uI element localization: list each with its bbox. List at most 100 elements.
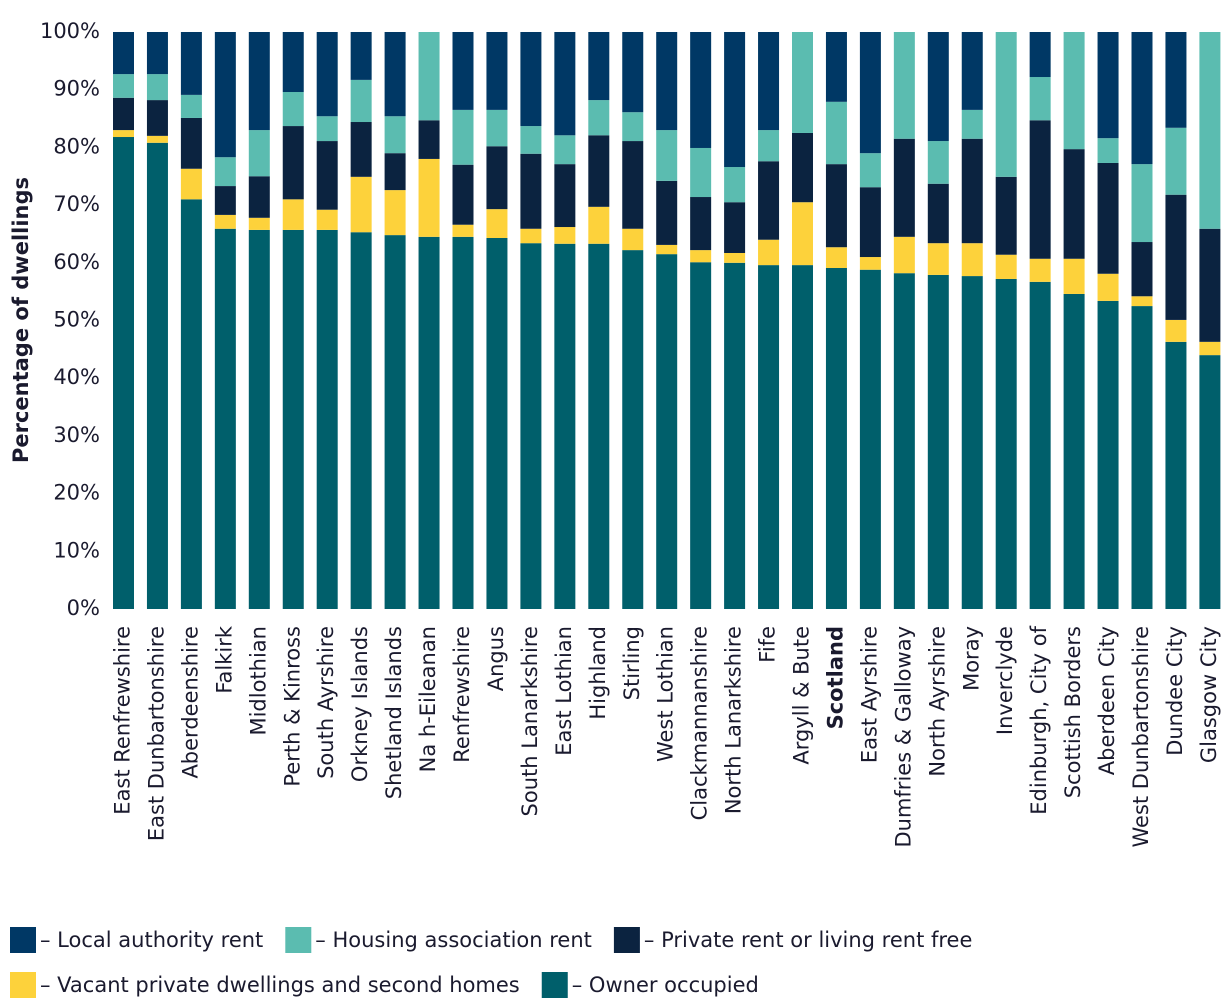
bar-segment xyxy=(588,206,610,244)
y-tick-label: 80% xyxy=(53,134,100,158)
x-tick-label: Edinburgh, City of xyxy=(1027,625,1051,814)
x-tick-label: Renfrewshire xyxy=(450,626,474,763)
bar-segment xyxy=(1165,32,1187,128)
x-tick-label: Stirling xyxy=(620,626,644,700)
bar-segment xyxy=(248,32,270,131)
y-tick-label: 10% xyxy=(53,538,100,562)
x-tick-label: Midlothian xyxy=(246,626,270,736)
bar-segment xyxy=(452,236,474,609)
bar-segment xyxy=(724,167,746,203)
bar-segment xyxy=(961,243,983,277)
x-tick-label: Perth & Kinross xyxy=(280,626,304,787)
bar-segment xyxy=(588,243,610,609)
bar-segment xyxy=(995,32,1017,177)
bar-segment xyxy=(113,32,134,75)
bar-segment xyxy=(248,130,270,177)
bar-segment xyxy=(282,92,304,127)
bar-segment xyxy=(113,130,134,138)
x-tick-label: Glasgow City xyxy=(1197,626,1221,763)
bar-segment xyxy=(520,126,542,154)
bar-segment xyxy=(825,101,847,165)
bar-segment xyxy=(248,176,270,218)
bar-segment xyxy=(1029,77,1051,121)
bar-segment xyxy=(1029,32,1051,78)
bar-segment xyxy=(622,141,644,229)
bar-segment xyxy=(1199,228,1221,342)
bar-segment xyxy=(588,32,610,101)
bar-segment xyxy=(214,214,236,229)
bar-segment xyxy=(1199,341,1221,356)
x-tick-label: Orkney Islands xyxy=(348,626,372,782)
bar-segment xyxy=(1165,319,1187,342)
bar-segment xyxy=(690,197,712,251)
bar-segment xyxy=(724,202,746,253)
bar-segment xyxy=(282,229,304,609)
bar-segment xyxy=(146,135,168,143)
x-tick-label: Highland xyxy=(586,626,610,720)
bar-segment xyxy=(656,244,678,255)
bar-segment xyxy=(758,161,780,240)
x-tick-label: Scottish Borders xyxy=(1061,626,1085,798)
bar-segment xyxy=(146,32,168,75)
bar-segment xyxy=(180,199,202,609)
bar-segment xyxy=(1097,162,1119,274)
bar-segment xyxy=(486,109,508,147)
bar-segment xyxy=(961,32,983,110)
bar-segment xyxy=(927,183,949,244)
bar-segment xyxy=(384,116,406,154)
bar-segment xyxy=(927,243,949,275)
x-tick-label: East Renfrewshire xyxy=(111,626,135,815)
bar-segment xyxy=(248,229,270,609)
bar-segment xyxy=(622,250,644,609)
bar-segment xyxy=(1165,194,1187,320)
bar-segment xyxy=(961,109,983,139)
bar-segment xyxy=(214,157,236,187)
bar-segment xyxy=(1131,296,1153,307)
bar-segment xyxy=(825,267,847,609)
bar-segment xyxy=(690,250,712,263)
bar-segment xyxy=(622,32,644,113)
bar-segment xyxy=(859,153,881,188)
x-tick-label: Shetland Islands xyxy=(382,626,406,799)
bar-segment xyxy=(316,116,338,142)
y-tick-label: 20% xyxy=(53,481,100,505)
bar-segment xyxy=(316,229,338,609)
bar-segment xyxy=(690,147,712,198)
y-tick-label: 40% xyxy=(53,365,100,389)
bar-segment xyxy=(1131,242,1153,297)
bar-segment xyxy=(452,32,474,110)
bar-segment xyxy=(180,32,202,95)
bar-segment xyxy=(282,199,304,230)
bar-segment xyxy=(486,32,508,110)
bar-segment xyxy=(1097,32,1119,139)
bar-segment xyxy=(350,122,372,177)
bar-segment xyxy=(893,138,915,237)
bar-segment xyxy=(554,227,576,244)
x-tick-label: East Lothian xyxy=(552,626,576,756)
bar-segment xyxy=(792,265,813,609)
bar-segment xyxy=(180,94,202,118)
bar-segment xyxy=(995,176,1017,255)
x-tick-label: Dundee City xyxy=(1163,626,1187,756)
bar-segment xyxy=(452,164,474,225)
x-tick-label: North Ayrshire xyxy=(925,626,949,777)
bar-segment xyxy=(893,236,915,274)
bar-segment xyxy=(282,126,304,200)
legend-swatch xyxy=(10,927,36,953)
bar-segment xyxy=(1097,300,1119,609)
bar-segment xyxy=(893,32,915,139)
bar-segment xyxy=(961,138,983,244)
bar-segment xyxy=(282,32,304,93)
bar-segment xyxy=(656,180,678,245)
bar-segment xyxy=(758,130,780,162)
bar-segment xyxy=(214,32,236,158)
bar-segment xyxy=(180,117,202,169)
y-tick-label: 50% xyxy=(53,308,100,332)
bar-segment xyxy=(825,32,847,102)
bar-segment xyxy=(893,273,915,609)
legend-label: – Owner occupied xyxy=(572,973,759,997)
x-tick-label: Dumfries & Galloway xyxy=(891,626,915,848)
bar-segment xyxy=(214,186,236,215)
bar-segment xyxy=(859,32,881,154)
